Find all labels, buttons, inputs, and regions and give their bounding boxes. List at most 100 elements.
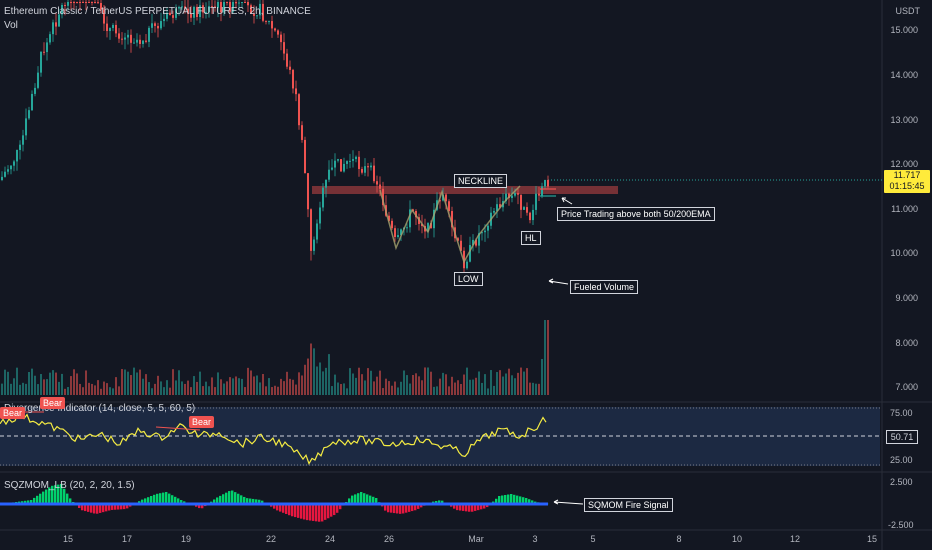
low-label[interactable]: LOW: [454, 272, 483, 286]
histogram-bar: [504, 495, 507, 504]
histogram-bar: [462, 504, 465, 511]
histogram-bar: [177, 498, 180, 504]
volume-bar: [487, 388, 489, 395]
volume-bar: [394, 381, 396, 395]
volume-bar: [361, 374, 363, 395]
histogram-bar: [399, 504, 402, 514]
candle-body: [370, 165, 372, 168]
histogram-bar: [486, 504, 489, 508]
volume-bar: [445, 374, 447, 395]
candle-body: [190, 13, 192, 18]
histogram-bar: [516, 495, 519, 504]
volume-bar: [310, 343, 312, 395]
candle-body: [166, 12, 168, 19]
candle-body: [97, 2, 99, 4]
histogram-bar: [159, 493, 162, 504]
candle-body: [508, 193, 510, 199]
candle-body: [208, 6, 210, 12]
candle-body: [64, 5, 66, 7]
fueled-volume-note[interactable]: Fueled Volume: [570, 280, 639, 294]
histogram-bar: [315, 504, 318, 522]
last-price-label: 11.717 01:15:45: [884, 170, 930, 193]
histogram-bar: [105, 504, 108, 512]
histogram-bar: [387, 504, 390, 513]
candle-body: [343, 163, 345, 172]
histogram-bar: [111, 504, 114, 510]
divergence-title[interactable]: Divergence Indicator (14, close, 5, 5, 6…: [4, 403, 196, 414]
histogram-bar: [33, 497, 36, 504]
volume-bar: [340, 384, 342, 395]
volume-bar: [37, 384, 39, 395]
histogram-bar: [300, 504, 303, 519]
neckline-zone: [312, 186, 618, 194]
divergence-current-value: 50.71: [886, 430, 918, 444]
histogram-bar: [36, 495, 39, 504]
histogram-bar: [273, 504, 276, 509]
candle-body: [148, 27, 150, 42]
candle-body: [151, 23, 153, 28]
candle-body: [169, 12, 171, 16]
sqmom-title[interactable]: SQZMOM_LB (20, 2, 20, 1.5): [4, 480, 135, 491]
volume-bar: [391, 385, 393, 395]
histogram-bar: [228, 491, 231, 504]
candle-body: [103, 9, 105, 24]
volume-bar: [40, 374, 42, 395]
candle-body: [496, 204, 498, 211]
time-tick: 15: [62, 534, 74, 544]
volume-bar: [4, 369, 6, 395]
price-ema-note[interactable]: Price Trading above both 50/200EMA: [557, 207, 715, 221]
price-tick: 13.000: [890, 115, 918, 125]
volume-bar: [538, 383, 540, 395]
candle-body: [313, 239, 315, 251]
candle-body: [361, 169, 363, 173]
volume-bar: [43, 379, 45, 395]
candle-body: [178, 6, 180, 9]
neckline-label[interactable]: NECKLINE: [454, 174, 508, 188]
sqmom-fire-note[interactable]: SQMOM Fire Signal: [584, 498, 673, 512]
volume-bar: [109, 387, 111, 395]
candle-body: [379, 184, 381, 189]
histogram-bar: [501, 495, 504, 504]
volume-bar: [202, 386, 204, 395]
candle-body: [322, 187, 324, 208]
candle-body: [25, 118, 27, 136]
candle-body: [469, 245, 471, 262]
volume-bar: [373, 381, 375, 395]
candle-body: [163, 18, 165, 22]
histogram-bar: [156, 493, 159, 504]
candle-body: [238, 2, 240, 4]
candle-body: [100, 3, 102, 10]
histogram-bar: [327, 504, 330, 519]
symbol-title[interactable]: Ethereum Classic / TetherUS PERPETUAL FU…: [4, 6, 311, 17]
candle-body: [193, 6, 195, 18]
volume-bar: [121, 369, 123, 395]
volume-bar: [157, 375, 159, 395]
volume-bar: [16, 367, 18, 395]
time-tick: 22: [265, 534, 277, 544]
volume-bar: [544, 320, 546, 395]
volume-bar: [139, 369, 141, 395]
divergence-tick: 25.00: [890, 455, 913, 465]
candle-body: [472, 239, 474, 246]
volume-bar: [409, 383, 411, 395]
candle-body: [451, 211, 453, 228]
histogram-bar: [96, 504, 99, 514]
volume-bar: [355, 377, 357, 395]
histogram-bar: [27, 500, 30, 504]
histogram-bar: [39, 493, 42, 504]
candle-body: [217, 2, 219, 8]
hl-label[interactable]: HL: [521, 231, 541, 245]
histogram-bar: [465, 504, 468, 512]
histogram-bar: [234, 492, 237, 504]
candle-body: [37, 72, 39, 88]
candle-body: [196, 6, 198, 18]
candle-body: [484, 230, 486, 233]
histogram-bar: [249, 498, 252, 504]
volume-bar: [19, 384, 21, 395]
candle-body: [337, 159, 339, 161]
candle-body: [79, 2, 81, 3]
volume-bar: [190, 387, 192, 395]
candle-body: [181, 6, 183, 8]
volume-bar: [502, 376, 504, 395]
